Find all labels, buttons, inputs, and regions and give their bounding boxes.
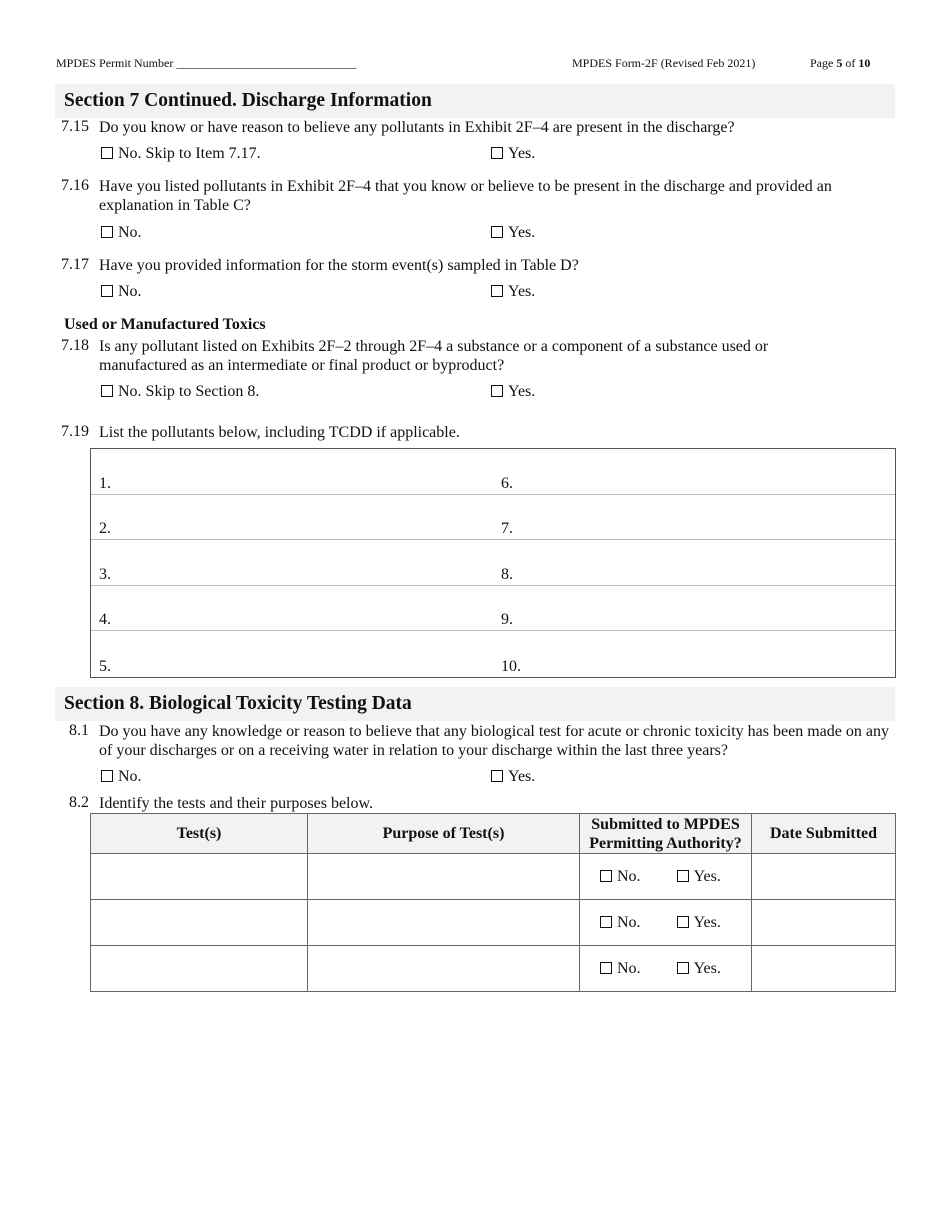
question-number: 7.16: [61, 177, 89, 194]
table-row: No. Yes.: [90, 945, 896, 992]
date-cell[interactable]: [751, 853, 896, 900]
question-7-18: Is any pollutant listed on Exhibits 2F–2…: [99, 338, 769, 374]
section-8-header: Section 8. Biological Toxicity Testing D…: [55, 687, 895, 721]
form-label: MPDES Form-2F (Revised Feb 2021): [572, 56, 756, 70]
section-7-header: Section 7 Continued. Discharge Informati…: [55, 84, 895, 118]
q715-no-checkbox[interactable]: No. Skip to Item 7.17.: [101, 145, 261, 163]
checkbox-icon: [600, 961, 612, 974]
question-7-19: List the pollutants below, including TCD…: [99, 424, 460, 441]
list-row[interactable]: 1. 6.: [91, 449, 895, 495]
header-date-submitted: Date Submitted: [751, 813, 896, 854]
checkbox-icon: [676, 961, 689, 974]
checkbox-icon: [101, 226, 113, 238]
question-8-2: Identify the tests and their purposes be…: [99, 795, 374, 812]
list-row[interactable]: 4. 9.: [91, 585, 895, 631]
question-number: 8.1: [69, 722, 89, 739]
submitted-cell: No. Yes.: [579, 853, 752, 900]
question-number: 7.17: [61, 256, 89, 273]
checkbox-icon: [600, 915, 612, 928]
submitted-no-checkbox[interactable]: No.: [600, 868, 641, 886]
header-tests: Test(s): [90, 813, 308, 854]
question-number: 7.15: [61, 118, 89, 135]
q81-no-checkbox[interactable]: No.: [101, 768, 142, 786]
section-8-title: Section 8. Biological Toxicity Testing D…: [64, 693, 412, 714]
checkbox-icon: [600, 869, 612, 882]
q718-yes-checkbox[interactable]: Yes.: [491, 383, 535, 401]
q717-no-checkbox[interactable]: No.: [101, 283, 142, 301]
section-7-title: Section 7 Continued. Discharge Informati…: [64, 90, 432, 111]
q81-yes-checkbox[interactable]: Yes.: [491, 768, 535, 786]
checkbox-icon: [491, 285, 503, 297]
purpose-cell[interactable]: [307, 899, 580, 946]
question-number: 7.19: [61, 423, 89, 440]
submitted-cell: No. Yes.: [579, 945, 752, 992]
checkbox-icon: [491, 147, 503, 159]
test-cell[interactable]: [90, 899, 308, 946]
pollutant-list: 1. 6. 2. 7. 3. 8. 4. 9. 5. 10.: [90, 448, 896, 678]
question-7-17: Have you provided information for the st…: [99, 257, 579, 274]
submitted-cell: No. Yes.: [579, 899, 752, 946]
table-row: No. Yes.: [90, 853, 896, 900]
header-submitted: Submitted to MPDES Permitting Authority?: [579, 813, 752, 854]
q716-no-checkbox[interactable]: No.: [101, 224, 142, 242]
permit-number-label: MPDES Permit Number: [56, 56, 174, 70]
checkbox-icon: [491, 226, 503, 238]
submitted-yes-checkbox[interactable]: Yes.: [676, 960, 721, 978]
submitted-no-checkbox[interactable]: No.: [600, 914, 641, 932]
date-cell[interactable]: [751, 899, 896, 946]
submitted-yes-checkbox[interactable]: Yes.: [676, 914, 721, 932]
purpose-cell[interactable]: [307, 945, 580, 992]
checkbox-icon: [491, 385, 503, 397]
question-7-16: Have you listed pollutants in Exhibit 2F…: [99, 178, 832, 214]
checkbox-icon: [676, 869, 689, 882]
submitted-no-checkbox[interactable]: No.: [600, 960, 641, 978]
subheading-toxics: Used or Manufactured Toxics: [64, 316, 266, 333]
q718-no-checkbox[interactable]: No. Skip to Section 8.: [101, 383, 259, 401]
test-cell[interactable]: [90, 945, 308, 992]
question-7-15: Do you know or have reason to believe an…: [99, 119, 735, 136]
list-row[interactable]: 3. 8.: [91, 540, 895, 586]
checkbox-icon: [101, 285, 113, 297]
q716-yes-checkbox[interactable]: Yes.: [491, 224, 535, 242]
header-purpose: Purpose of Test(s): [307, 813, 580, 854]
list-row[interactable]: 2. 7.: [91, 494, 895, 540]
checkbox-icon: [101, 385, 113, 397]
checkbox-icon: [101, 770, 113, 782]
test-cell[interactable]: [90, 853, 308, 900]
checkbox-icon: [676, 915, 689, 928]
q717-yes-checkbox[interactable]: Yes.: [491, 283, 535, 301]
list-row[interactable]: 5. 10.: [99, 658, 521, 675]
table-header-row: Test(s) Purpose of Test(s) Submitted to …: [90, 813, 896, 854]
checkbox-icon: [491, 770, 503, 782]
q715-yes-checkbox[interactable]: Yes.: [491, 145, 535, 163]
permit-number-field[interactable]: MPDES Permit Number ____________________…: [56, 56, 356, 71]
table-row: No. Yes.: [90, 899, 896, 946]
checkbox-icon: [101, 147, 113, 159]
purpose-cell[interactable]: [307, 853, 580, 900]
question-number: 7.18: [61, 337, 89, 354]
toxicity-tests-table: Test(s) Purpose of Test(s) Submitted to …: [90, 813, 896, 992]
submitted-yes-checkbox[interactable]: Yes.: [676, 868, 721, 886]
page-number: Page 5 of 10: [810, 56, 871, 70]
date-cell[interactable]: [751, 945, 896, 992]
permit-number-blank: ______________________________: [176, 56, 357, 70]
question-8-1: Do you have any knowledge or reason to b…: [99, 723, 889, 759]
question-number: 8.2: [69, 794, 89, 811]
